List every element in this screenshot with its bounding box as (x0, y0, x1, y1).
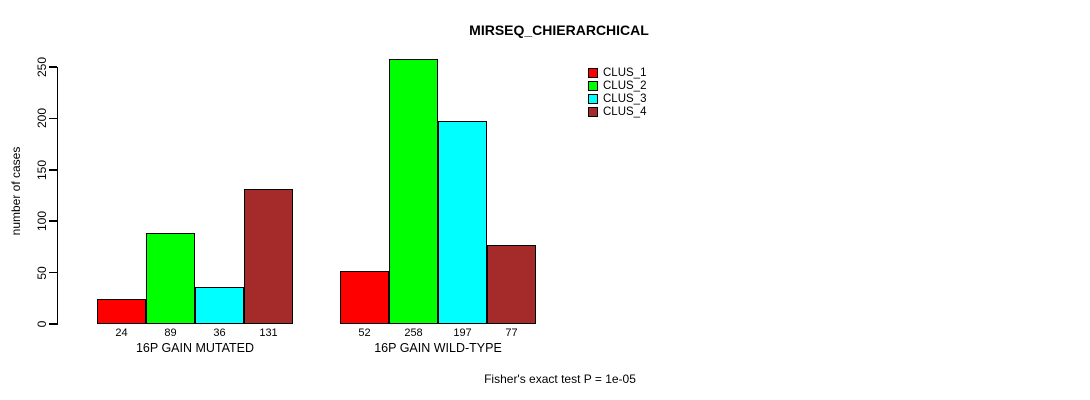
bar-value-label: 52 (358, 327, 371, 339)
legend-label: CLUS_3 (603, 93, 647, 106)
y-axis-tick-label: 0 (35, 320, 49, 328)
annotation-text: Fisher's exact test P = 1e-05 (484, 372, 636, 386)
y-axis-tick (48, 220, 57, 222)
y-axis-tick-label: 250 (35, 56, 49, 78)
legend-swatch-icon (588, 107, 598, 118)
legend-item: CLUS_4 (588, 106, 646, 119)
y-axis-label: number of cases (9, 146, 23, 236)
bar-clus_2-group1 (146, 232, 195, 324)
legend-item: CLUS_2 (588, 79, 646, 92)
legend-swatch-icon (588, 94, 598, 105)
bar-clus_3-group2 (438, 121, 487, 324)
y-axis-tick-label: 50 (35, 265, 49, 280)
y-axis-line (56, 67, 58, 325)
bar-value-label: 197 (453, 327, 472, 339)
legend-label: CLUS_4 (603, 106, 647, 119)
group-label: 16P GAIN MUTATED (135, 341, 255, 355)
bar-clus_3-group1 (195, 286, 244, 324)
bar-clus_1-group2 (340, 270, 389, 324)
legend-label: CLUS_1 (603, 66, 647, 79)
y-axis-tick (48, 169, 57, 171)
y-axis-tick (48, 117, 57, 120)
bar-value-label: 77 (505, 327, 518, 339)
bar-value-label: 89 (164, 327, 177, 339)
bar-value-label: 24 (115, 327, 128, 339)
chart-title: MIRSEQ_CHIERARCHICAL (469, 22, 649, 38)
legend-label: CLUS_2 (603, 79, 647, 92)
legend-item: CLUS_1 (588, 66, 646, 79)
bar-value-label: 258 (404, 327, 423, 339)
y-axis-tick-label: 200 (35, 108, 49, 129)
legend-swatch-icon (588, 67, 598, 78)
bar-value-label: 131 (259, 327, 278, 339)
y-axis-tick-label: 100 (35, 211, 49, 232)
bar-clus_4-group1 (244, 189, 293, 324)
y-axis-tick (48, 66, 57, 68)
group-label: 16P GAIN WILD-TYPE (374, 341, 502, 355)
legend-swatch-icon (588, 80, 598, 91)
y-axis-tick-label: 150 (35, 159, 49, 180)
bar-clus_1-group1 (97, 299, 146, 324)
y-axis-tick (48, 323, 57, 325)
bar-value-label: 36 (213, 327, 226, 339)
legend-item: CLUS_3 (588, 93, 646, 106)
bar-clus_2-group2 (389, 58, 438, 324)
bar-clus_4-group2 (487, 244, 536, 324)
y-axis-tick (48, 271, 57, 274)
